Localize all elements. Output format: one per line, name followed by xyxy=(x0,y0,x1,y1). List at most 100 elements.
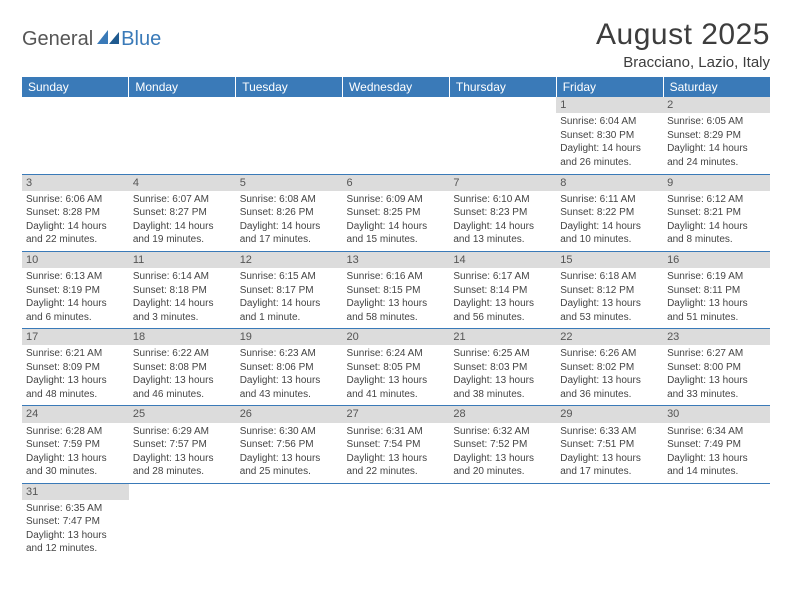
day-number: 26 xyxy=(236,406,343,422)
day-number: 10 xyxy=(22,252,129,268)
day-number: 28 xyxy=(449,406,556,422)
sunrise-text: Sunrise: 6:07 AM xyxy=(133,193,232,207)
daylight-text: Daylight: 13 hours and 28 minutes. xyxy=(133,452,232,479)
sunrise-text: Sunrise: 6:21 AM xyxy=(26,347,125,361)
day-details: Sunrise: 6:17 AMSunset: 8:14 PMDaylight:… xyxy=(449,268,556,328)
calendar-day-cell: 5Sunrise: 6:08 AMSunset: 8:26 PMDaylight… xyxy=(236,174,343,251)
calendar-day-cell: 17Sunrise: 6:21 AMSunset: 8:09 PMDayligh… xyxy=(22,329,129,406)
sunrise-text: Sunrise: 6:10 AM xyxy=(453,193,552,207)
day-number: 29 xyxy=(556,406,663,422)
sunset-text: Sunset: 7:54 PM xyxy=(347,438,446,452)
daylight-text: Daylight: 13 hours and 12 minutes. xyxy=(26,529,125,556)
day-details: Sunrise: 6:13 AMSunset: 8:19 PMDaylight:… xyxy=(22,268,129,328)
calendar-day-cell: 24Sunrise: 6:28 AMSunset: 7:59 PMDayligh… xyxy=(22,406,129,483)
day-details: Sunrise: 6:35 AMSunset: 7:47 PMDaylight:… xyxy=(22,500,129,560)
calendar-day-cell: 9Sunrise: 6:12 AMSunset: 8:21 PMDaylight… xyxy=(663,174,770,251)
daylight-text: Daylight: 14 hours and 3 minutes. xyxy=(133,297,232,324)
daylight-text: Daylight: 14 hours and 26 minutes. xyxy=(560,142,659,169)
calendar-day-cell: 7 Sunrise: 6:10 AMSunset: 8:23 PMDaylight… xyxy=(449,174,556,251)
page-header: General Blue August 2025 Bracciano, Lazi… xyxy=(22,18,770,71)
daylight-text: Daylight: 13 hours and 22 minutes. xyxy=(347,452,446,479)
sunrise-text: Sunrise: 6:19 AM xyxy=(667,270,766,284)
sunset-text: Sunset: 8:00 PM xyxy=(667,361,766,375)
day-details: Sunrise: 6:21 AMSunset: 8:09 PMDaylight:… xyxy=(22,345,129,405)
day-details: Sunrise: 6:28 AMSunset: 7:59 PMDaylight:… xyxy=(22,423,129,483)
day-number: 21 xyxy=(449,329,556,345)
sunset-text: Sunset: 8:22 PM xyxy=(560,206,659,220)
sunrise-text: Sunrise: 6:13 AM xyxy=(26,270,125,284)
calendar-day-cell xyxy=(236,483,343,560)
day-details: Sunrise: 6:31 AMSunset: 7:54 PMDaylight:… xyxy=(343,423,450,483)
sunset-text: Sunset: 8:28 PM xyxy=(26,206,125,220)
sunset-text: Sunset: 8:30 PM xyxy=(560,129,659,143)
day-number: 14 xyxy=(449,252,556,268)
day-details: Sunrise: 6:30 AMSunset: 7:56 PMDaylight:… xyxy=(236,423,343,483)
day-details: Sunrise: 6:26 AMSunset: 8:02 PMDaylight:… xyxy=(556,345,663,405)
sunrise-text: Sunrise: 6:18 AM xyxy=(560,270,659,284)
sunrise-text: Sunrise: 6:33 AM xyxy=(560,425,659,439)
sunrise-text: Sunrise: 6:17 AM xyxy=(453,270,552,284)
daylight-text: Daylight: 13 hours and 38 minutes. xyxy=(453,374,552,401)
day-number: 12 xyxy=(236,252,343,268)
calendar-day-cell: 12Sunrise: 6:15 AMSunset: 8:17 PMDayligh… xyxy=(236,251,343,328)
sunrise-text: Sunrise: 6:23 AM xyxy=(240,347,339,361)
day-number: 7 xyxy=(449,175,556,191)
sunset-text: Sunset: 8:15 PM xyxy=(347,284,446,298)
calendar-day-cell xyxy=(343,97,450,174)
calendar-day-cell: 29Sunrise: 6:33 AMSunset: 7:51 PMDayligh… xyxy=(556,406,663,483)
calendar-day-cell: 8Sunrise: 6:11 AMSunset: 8:22 PMDaylight… xyxy=(556,174,663,251)
weekday-header: Monday xyxy=(129,77,236,97)
day-number: 18 xyxy=(129,329,236,345)
day-number: 4 xyxy=(129,175,236,191)
day-number: 17 xyxy=(22,329,129,345)
calendar-day-cell: 31Sunrise: 6:35 AMSunset: 7:47 PMDayligh… xyxy=(22,483,129,560)
day-details: Sunrise: 6:15 AMSunset: 8:17 PMDaylight:… xyxy=(236,268,343,328)
daylight-text: Daylight: 13 hours and 20 minutes. xyxy=(453,452,552,479)
day-details: Sunrise: 6:12 AMSunset: 8:21 PMDaylight:… xyxy=(663,191,770,251)
calendar-day-cell: 2Sunrise: 6:05 AMSunset: 8:29 PMDaylight… xyxy=(663,97,770,174)
calendar-day-cell xyxy=(236,97,343,174)
sunrise-text: Sunrise: 6:12 AM xyxy=(667,193,766,207)
daylight-text: Daylight: 14 hours and 13 minutes. xyxy=(453,220,552,247)
daylight-text: Daylight: 13 hours and 56 minutes. xyxy=(453,297,552,324)
calendar-day-cell: 25Sunrise: 6:29 AMSunset: 7:57 PMDayligh… xyxy=(129,406,236,483)
sunrise-text: Sunrise: 6:28 AM xyxy=(26,425,125,439)
sunrise-text: Sunrise: 6:11 AM xyxy=(560,193,659,207)
daylight-text: Daylight: 14 hours and 19 minutes. xyxy=(133,220,232,247)
sunset-text: Sunset: 8:23 PM xyxy=(453,206,552,220)
calendar-day-cell: 22Sunrise: 6:26 AMSunset: 8:02 PMDayligh… xyxy=(556,329,663,406)
sunrise-text: Sunrise: 6:31 AM xyxy=(347,425,446,439)
calendar-body: 1Sunrise: 6:04 AMSunset: 8:30 PMDaylight… xyxy=(22,97,770,560)
calendar-day-cell xyxy=(129,483,236,560)
calendar-day-cell xyxy=(129,97,236,174)
sunrise-text: Sunrise: 6:30 AM xyxy=(240,425,339,439)
sunrise-text: Sunrise: 6:08 AM xyxy=(240,193,339,207)
sunrise-text: Sunrise: 6:09 AM xyxy=(347,193,446,207)
sunrise-text: Sunrise: 6:15 AM xyxy=(240,270,339,284)
sunrise-text: Sunrise: 6:27 AM xyxy=(667,347,766,361)
daylight-text: Daylight: 14 hours and 10 minutes. xyxy=(560,220,659,247)
location-text: Bracciano, Lazio, Italy xyxy=(596,54,770,71)
daylight-text: Daylight: 13 hours and 43 minutes. xyxy=(240,374,339,401)
sunrise-text: Sunrise: 6:06 AM xyxy=(26,193,125,207)
daylight-text: Daylight: 13 hours and 36 minutes. xyxy=(560,374,659,401)
daylight-text: Daylight: 14 hours and 22 minutes. xyxy=(26,220,125,247)
daylight-text: Daylight: 13 hours and 30 minutes. xyxy=(26,452,125,479)
calendar-week-row: 17Sunrise: 6:21 AMSunset: 8:09 PMDayligh… xyxy=(22,329,770,406)
sunset-text: Sunset: 8:18 PM xyxy=(133,284,232,298)
calendar-day-cell: 27Sunrise: 6:31 AMSunset: 7:54 PMDayligh… xyxy=(343,406,450,483)
sunset-text: Sunset: 8:02 PM xyxy=(560,361,659,375)
sunset-text: Sunset: 8:29 PM xyxy=(667,129,766,143)
sunset-text: Sunset: 7:49 PM xyxy=(667,438,766,452)
day-details: Sunrise: 6:06 AMSunset: 8:28 PMDaylight:… xyxy=(22,191,129,251)
day-details: Sunrise: 6:22 AMSunset: 8:08 PMDaylight:… xyxy=(129,345,236,405)
calendar-day-cell: 23Sunrise: 6:27 AMSunset: 8:00 PMDayligh… xyxy=(663,329,770,406)
sunset-text: Sunset: 8:06 PM xyxy=(240,361,339,375)
day-details: Sunrise: 6:24 AMSunset: 8:05 PMDaylight:… xyxy=(343,345,450,405)
sunset-text: Sunset: 7:59 PM xyxy=(26,438,125,452)
day-details: Sunrise: 6:34 AMSunset: 7:49 PMDaylight:… xyxy=(663,423,770,483)
day-number: 27 xyxy=(343,406,450,422)
day-number: 6 xyxy=(343,175,450,191)
weekday-header: Thursday xyxy=(449,77,556,97)
sunset-text: Sunset: 7:51 PM xyxy=(560,438,659,452)
